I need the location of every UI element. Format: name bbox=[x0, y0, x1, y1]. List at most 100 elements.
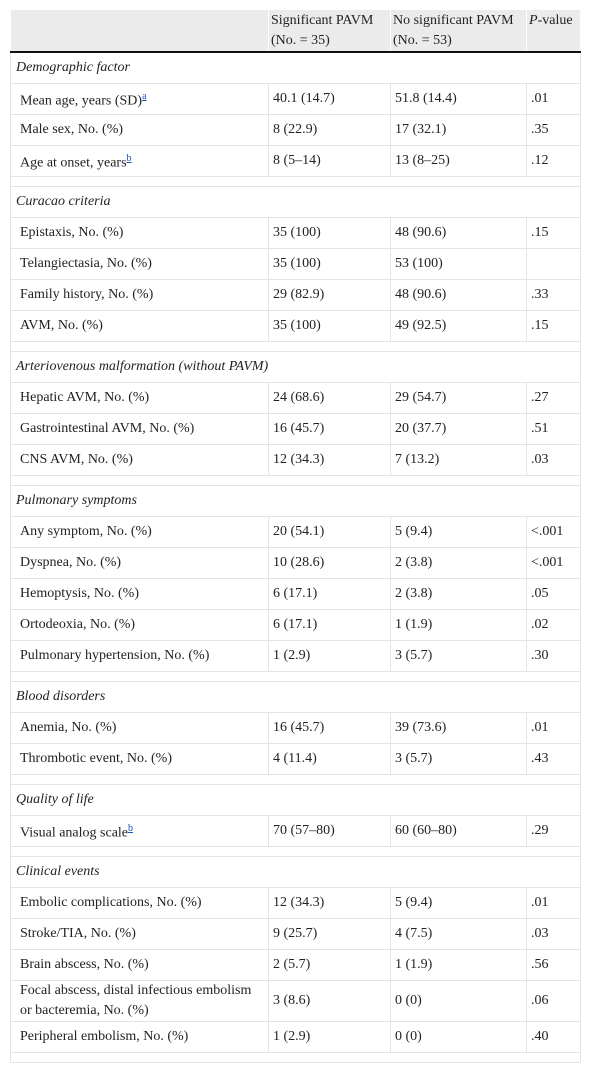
label-text: Peripheral embolism, No. (%) bbox=[20, 1029, 189, 1044]
footnote: a bbox=[142, 89, 146, 102]
p-rest: -value bbox=[537, 13, 573, 28]
label-text: Anemia, No. (%) bbox=[20, 720, 117, 735]
p-italic: P bbox=[529, 13, 538, 28]
footnote-link[interactable]: b bbox=[128, 823, 134, 835]
spacer bbox=[10, 846, 581, 857]
label-text: Male sex, No. (%) bbox=[20, 122, 124, 137]
label-text: Pulmonary hypertension, No. (%) bbox=[20, 648, 210, 663]
table-row: Embolic complications, No. (%) 12 (34.3) 5… bbox=[10, 887, 581, 919]
cell: .12 bbox=[526, 145, 581, 177]
cell: .06 bbox=[526, 980, 581, 1022]
spacer-row bbox=[10, 774, 581, 785]
table-row: Thrombotic event, No. (%) 4 (11.4) 3 (5.7)… bbox=[10, 743, 581, 775]
row-label: Brain abscess, No. (%) bbox=[10, 949, 269, 981]
cell: 5 (9.4) bbox=[390, 516, 527, 548]
cell: 39 (73.6) bbox=[390, 712, 527, 744]
cell: .51 bbox=[526, 413, 581, 445]
cell: .30 bbox=[526, 640, 581, 672]
label-text: Hemoptysis, No. (%) bbox=[20, 586, 139, 601]
section-title: Curacao criteria bbox=[10, 186, 581, 218]
cell: 1 (2.9) bbox=[268, 1021, 391, 1053]
cell: 2 (5.7) bbox=[268, 949, 391, 981]
spacer-row bbox=[10, 1052, 581, 1063]
section-title: Clinical events bbox=[10, 856, 581, 888]
table-row: Visual analog scaleb 70 (57–80) 60 (60–80)… bbox=[10, 815, 581, 847]
label-text: Brain abscess, No. (%) bbox=[20, 957, 149, 972]
header-cell bbox=[10, 10, 269, 53]
cell: 6 (17.1) bbox=[268, 578, 391, 610]
label-text: Any symptom, No. (%) bbox=[20, 524, 152, 539]
cell: 17 (32.1) bbox=[390, 114, 527, 146]
cell: .03 bbox=[526, 444, 581, 476]
footnote-link[interactable]: b bbox=[126, 153, 132, 165]
spacer bbox=[10, 1052, 581, 1063]
header-row: Significant PAVM (No. = 35) No significa… bbox=[10, 10, 581, 53]
cell: 29 (54.7) bbox=[390, 382, 527, 414]
table-row: Male sex, No. (%) 8 (22.9) 17 (32.1) .35 bbox=[10, 114, 581, 146]
label-text: AVM, No. (%) bbox=[20, 318, 103, 333]
table-row: CNS AVM, No. (%) 12 (34.3) 7 (13.2) .03 bbox=[10, 444, 581, 476]
row-label: Hemoptysis, No. (%) bbox=[10, 578, 269, 610]
table-row: Stroke/TIA, No. (%) 9 (25.7) 4 (7.5) .03 bbox=[10, 918, 581, 950]
row-label: Visual analog scaleb bbox=[10, 815, 269, 847]
cell: 16 (45.7) bbox=[268, 413, 391, 445]
cell: 16 (45.7) bbox=[268, 712, 391, 744]
cell: 2 (3.8) bbox=[390, 547, 527, 579]
table-row: Hepatic AVM, No. (%) 24 (68.6) 29 (54.7) .2… bbox=[10, 382, 581, 414]
row-label: Telangiectasia, No. (%) bbox=[10, 248, 269, 280]
cell: <.001 bbox=[526, 547, 581, 579]
row-label: Age at onset, yearsb bbox=[10, 145, 269, 177]
table-row: Focal abscess, distal infectious embolis… bbox=[10, 980, 581, 1022]
cell: 13 (8–25) bbox=[390, 145, 527, 177]
cell: 2 (3.8) bbox=[390, 578, 527, 610]
label-text: Focal abscess, distal infectious embolis… bbox=[20, 983, 252, 1018]
spacer-row bbox=[10, 846, 581, 857]
cell: 12 (34.3) bbox=[268, 444, 391, 476]
cell: 20 (54.1) bbox=[268, 516, 391, 548]
cell: 35 (100) bbox=[268, 248, 391, 280]
label-text: Thrombotic event, No. (%) bbox=[20, 751, 173, 766]
cell bbox=[526, 248, 581, 280]
section-title: Blood disorders bbox=[10, 681, 581, 713]
cell: 1 (1.9) bbox=[390, 609, 527, 641]
cell: .03 bbox=[526, 918, 581, 950]
header-cell: No significant PAVM (No. = 53) bbox=[390, 10, 527, 53]
footnote-link[interactable]: a bbox=[142, 91, 147, 103]
cell: .56 bbox=[526, 949, 581, 981]
data-table: Significant PAVM (No. = 35) No significa… bbox=[10, 10, 581, 1063]
cell: .15 bbox=[526, 310, 581, 342]
table-row: Peripheral embolism, No. (%) 1 (2.9) 0 (0)… bbox=[10, 1021, 581, 1053]
cell: 9 (25.7) bbox=[268, 918, 391, 950]
cell: .01 bbox=[526, 712, 581, 744]
cell: .01 bbox=[526, 887, 581, 919]
label-text: CNS AVM, No. (%) bbox=[20, 452, 133, 467]
cell: 5 (9.4) bbox=[390, 887, 527, 919]
row-label: Gastrointestinal AVM, No. (%) bbox=[10, 413, 269, 445]
section-row: Demographic factor bbox=[10, 51, 581, 84]
cell: .15 bbox=[526, 217, 581, 249]
row-label: AVM, No. (%) bbox=[10, 310, 269, 342]
spacer bbox=[10, 176, 581, 187]
cell: <.001 bbox=[526, 516, 581, 548]
spacer bbox=[10, 475, 581, 486]
section-row: Quality of life bbox=[10, 784, 581, 816]
label-text: Hepatic AVM, No. (%) bbox=[20, 390, 150, 405]
label-text: Ortodeoxia, No. (%) bbox=[20, 617, 136, 632]
row-label: Stroke/TIA, No. (%) bbox=[10, 918, 269, 950]
table-row: Hemoptysis, No. (%) 6 (17.1) 2 (3.8) .05 bbox=[10, 578, 581, 610]
row-label: Any symptom, No. (%) bbox=[10, 516, 269, 548]
header-cell: P-value bbox=[526, 10, 581, 53]
cell: 53 (100) bbox=[390, 248, 527, 280]
cell: 51.8 (14.4) bbox=[390, 83, 527, 115]
row-label: Thrombotic event, No. (%) bbox=[10, 743, 269, 775]
label-text: Age at onset, years bbox=[20, 155, 127, 171]
footnote: b bbox=[127, 151, 132, 164]
label-text: Family history, No. (%) bbox=[20, 287, 154, 302]
cell: 3 (5.7) bbox=[390, 640, 527, 672]
table-row: Gastrointestinal AVM, No. (%) 16 (45.7) 20… bbox=[10, 413, 581, 445]
cell: 60 (60–80) bbox=[390, 815, 527, 847]
table-row: Mean age, years (SD)a 40.1 (14.7) 51.8 (14… bbox=[10, 83, 581, 115]
section-row: Clinical events bbox=[10, 856, 581, 888]
section-title: Demographic factor bbox=[10, 51, 581, 84]
cell: 8 (22.9) bbox=[268, 114, 391, 146]
